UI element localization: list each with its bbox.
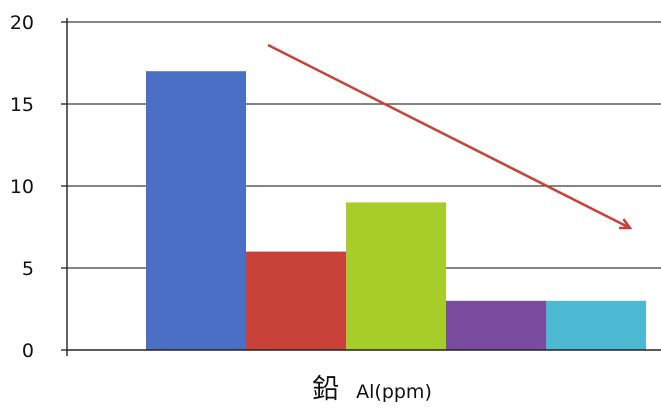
bar: [246, 251, 346, 350]
y-tick-label: 10: [10, 176, 34, 198]
y-tick-label: 0: [22, 340, 34, 362]
x-axis-title-cjk: 鉛: [312, 374, 339, 405]
bar: [346, 202, 446, 350]
bar: [546, 300, 646, 350]
x-axis-title: 鉛 Al(ppm): [312, 374, 432, 405]
y-tick-label: 15: [10, 94, 34, 116]
bar: [446, 300, 546, 350]
trend-arrow: [267, 43, 630, 228]
y-tick-label: 5: [22, 258, 34, 280]
x-axis-title-unit: Al(ppm): [356, 381, 432, 403]
bars: [146, 71, 646, 350]
axes: [66, 18, 661, 356]
y-tick-labels: 0 5 10 15 20: [10, 12, 67, 362]
annotations: [267, 43, 630, 228]
bar: [146, 71, 246, 350]
y-tick-label: 20: [10, 12, 34, 34]
